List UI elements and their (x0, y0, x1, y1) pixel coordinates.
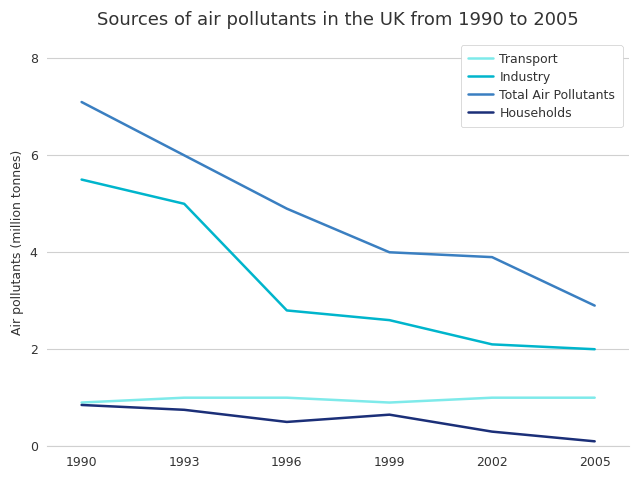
Households (283, 419, 291, 425)
Total Air Pollutants (180, 153, 188, 158)
Households (77, 402, 85, 408)
Households (180, 407, 188, 413)
Total Air Pollutants (488, 254, 496, 260)
Households (488, 429, 496, 434)
Total Air Pollutants (283, 206, 291, 212)
Legend: Transport, Industry, Total Air Pollutants, Households: Transport, Industry, Total Air Pollutant… (461, 45, 623, 127)
Industry (591, 347, 598, 352)
Line: Industry: Industry (81, 180, 595, 349)
Industry (488, 341, 496, 347)
Total Air Pollutants (386, 250, 394, 255)
Total Air Pollutants (591, 303, 598, 309)
Industry (283, 308, 291, 313)
Total Air Pollutants (77, 99, 85, 105)
Line: Transport: Transport (81, 398, 595, 403)
Households (591, 438, 598, 444)
Industry (386, 317, 394, 323)
Line: Households: Households (81, 405, 595, 441)
Line: Total Air Pollutants: Total Air Pollutants (81, 102, 595, 306)
Transport (77, 400, 85, 406)
Transport (283, 395, 291, 401)
Transport (488, 395, 496, 401)
Title: Sources of air pollutants in the UK from 1990 to 2005: Sources of air pollutants in the UK from… (97, 11, 579, 29)
Y-axis label: Air pollutants (million tonnes): Air pollutants (million tonnes) (11, 150, 24, 335)
Industry (180, 201, 188, 207)
Households (386, 412, 394, 418)
Industry (77, 177, 85, 182)
Transport (180, 395, 188, 401)
Transport (591, 395, 598, 401)
Transport (386, 400, 394, 406)
